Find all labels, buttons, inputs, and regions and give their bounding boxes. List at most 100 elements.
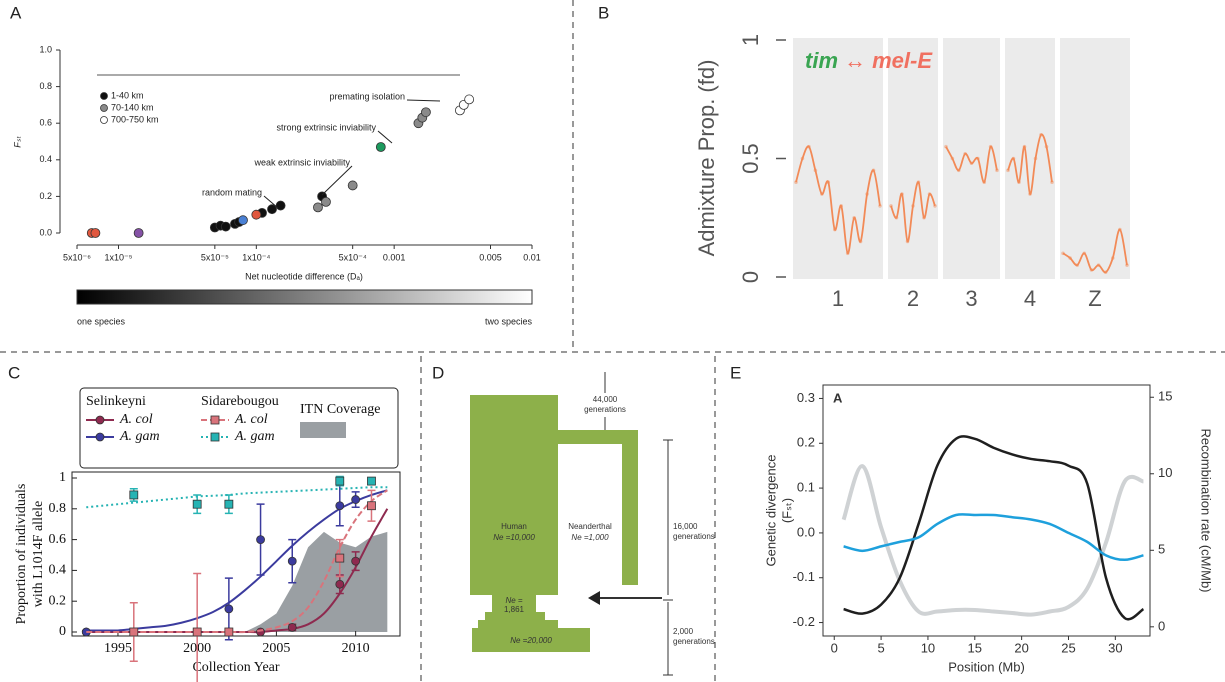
facet-label: 3	[965, 286, 977, 311]
interval-label: generations	[673, 637, 715, 646]
point	[313, 203, 322, 212]
legend-label: 700-750 km	[111, 114, 159, 124]
y-tick-label: -0.1	[793, 569, 815, 584]
facet-background	[888, 38, 938, 279]
point	[225, 500, 233, 508]
y-tick-label: 0.4	[39, 154, 52, 164]
legend-label: A. gam	[234, 429, 275, 444]
panel-label: B	[598, 3, 609, 22]
legend-group: Selinkeyni	[86, 394, 146, 409]
interval-label: 2,000	[673, 627, 694, 636]
point	[352, 557, 360, 565]
point	[367, 477, 375, 485]
x-tick-label: 20	[1014, 640, 1028, 655]
y-tick-label: 1	[738, 34, 763, 46]
point	[352, 496, 360, 504]
panel-label: A	[10, 3, 22, 22]
legend-area	[300, 422, 346, 438]
facet-label: 4	[1024, 286, 1036, 311]
point	[421, 108, 430, 117]
legend-marker	[101, 117, 108, 124]
legend-marker	[96, 433, 104, 441]
point	[336, 477, 344, 485]
legend-marker	[211, 416, 219, 424]
legend-marker	[101, 93, 108, 100]
diagram	[470, 395, 638, 652]
legend-marker	[211, 433, 219, 441]
y-tick-label: 1	[59, 470, 66, 485]
y-tick-label: 0.1	[797, 480, 815, 495]
x-tick-label: 5x10⁻⁴	[339, 252, 367, 262]
point	[257, 536, 265, 544]
legend-label: 1-40 km	[111, 90, 144, 100]
y2-tick-label: 5	[1158, 542, 1165, 557]
y-tick-label: 0.4	[49, 563, 67, 578]
point	[252, 210, 261, 219]
figure: A B C D E 44,000 generations 16,000 gene…	[0, 0, 1225, 682]
y2-tick-label: 10	[1158, 465, 1172, 480]
x-tick-label: 0.01	[523, 252, 541, 262]
y-axis-label: Fₛₜ	[12, 136, 22, 148]
y-axis-label: Genetic divergence	[763, 454, 778, 566]
point	[193, 500, 201, 508]
point	[367, 502, 375, 510]
point	[348, 181, 357, 190]
point	[288, 623, 296, 631]
bottleneck-size: 1,861	[504, 605, 525, 614]
facet-background	[1060, 38, 1130, 279]
x-tick-label: 5	[877, 640, 884, 655]
series-line	[844, 436, 1144, 619]
point	[221, 222, 230, 231]
y2-tick-label: 15	[1158, 389, 1172, 404]
panel-label: D	[432, 363, 444, 382]
x-axis-label: Net nucleotide difference (Dₐ)	[245, 271, 363, 281]
legend-group: Sidarebougou	[201, 394, 279, 409]
y2-axis-label: Recombination rate (cM/Mb)	[1199, 429, 1214, 593]
point	[257, 628, 265, 636]
point	[336, 580, 344, 588]
x-tick-label: 5x10⁻⁶	[63, 252, 91, 262]
x-tick-label: 1x10⁻⁴	[242, 252, 270, 262]
point	[238, 216, 247, 225]
legend-label: A. col	[234, 412, 268, 427]
facet-label: Z	[1088, 286, 1101, 311]
y-tick-label: 0.2	[39, 191, 52, 201]
bottleneck-size: Ne =	[505, 596, 522, 605]
x-axis-label: Collection Year	[192, 660, 279, 675]
point	[321, 197, 330, 206]
x-axis-label: Position (Mb)	[948, 659, 1025, 674]
x-tick-label: 0.005	[479, 252, 502, 262]
y-axis-label: Admixture Prop. (fd)	[694, 60, 719, 257]
interval-label: 16,000	[673, 522, 698, 531]
legend-label: A. col	[119, 412, 153, 427]
x-tick-label: 0.001	[383, 252, 406, 262]
x-tick-label: 1x10⁻⁵	[104, 252, 132, 262]
inset-label: A	[833, 390, 843, 405]
point	[91, 229, 100, 238]
y-tick-label: 0.2	[49, 593, 67, 608]
step	[478, 620, 558, 628]
scale-label: one species	[77, 316, 126, 326]
y2-tick-label: 0	[1158, 618, 1165, 633]
population-name: Human	[501, 522, 527, 531]
x-tick-label: 25	[1061, 640, 1075, 655]
human-branch	[470, 395, 558, 595]
species-scale	[77, 290, 532, 304]
x-tick-label: 5x10⁻⁵	[201, 252, 229, 262]
annotation-pointer	[322, 166, 352, 195]
x-tick-label: 10	[921, 640, 935, 655]
population-size: Ne =1,000	[571, 533, 609, 542]
point	[134, 229, 143, 238]
legend-marker	[96, 416, 104, 424]
y-tick-label: 1.0	[39, 44, 52, 54]
annotation: random mating	[202, 187, 262, 197]
legend-label: ITN Coverage	[300, 402, 380, 417]
x-tick-label: 2010	[342, 641, 370, 656]
y-axis-label: Proportion of individuals	[14, 484, 29, 625]
y-tick-label: 0.6	[39, 118, 52, 128]
panel-label: C	[8, 363, 20, 382]
point	[193, 628, 201, 636]
y-tick-label: 0.8	[39, 81, 52, 91]
interval-label: 44,000	[593, 395, 618, 404]
arrow-head	[588, 591, 600, 605]
